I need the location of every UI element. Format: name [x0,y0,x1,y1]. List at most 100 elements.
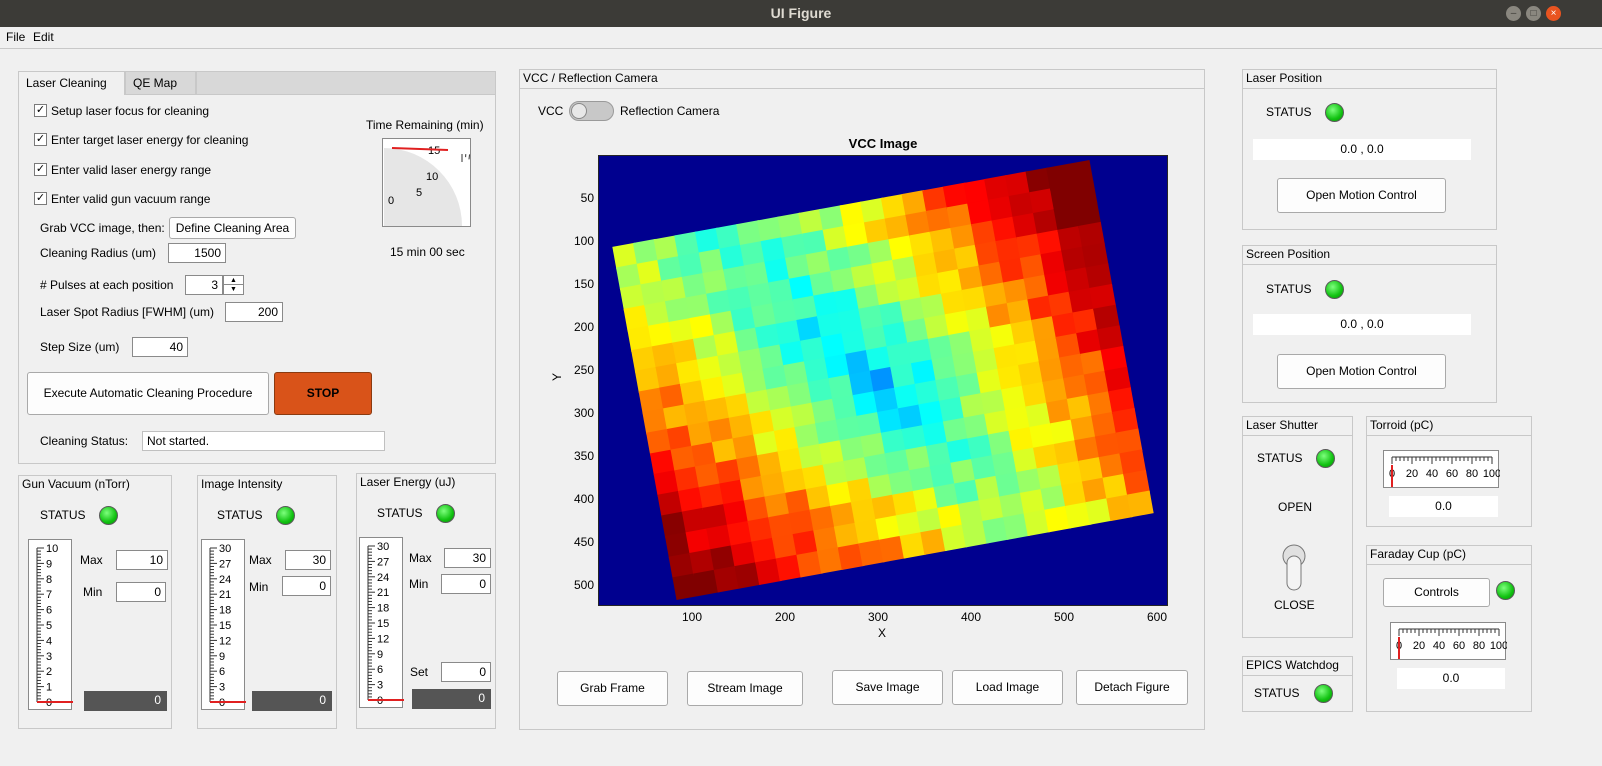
step-size-label: Step Size (um) [40,340,120,354]
camera-toggle-switch[interactable] [569,101,614,121]
panel-title-divider [1242,675,1353,676]
heatmap-cell [895,511,923,538]
stop-button[interactable]: STOP [274,372,372,415]
maximize-icon[interactable]: □ [1526,6,1541,21]
stream-image-button[interactable]: Stream Image [687,671,803,706]
laser-energy-min-input[interactable]: 0 [441,574,491,594]
menu-file[interactable]: File [6,30,26,44]
gauge-tick-label: 20 [1413,640,1425,652]
spinner-down-icon[interactable]: ▼ [230,286,237,293]
checkbox-gun-vacuum[interactable]: ✓ [34,192,47,205]
close-icon[interactable]: × [1546,6,1561,21]
status-lamp [1316,449,1335,468]
heatmap-cell [1063,374,1090,401]
laser-open-motion-control-button[interactable]: Open Motion Control [1277,178,1446,213]
toggle-knob[interactable] [571,103,587,119]
heatmap-cell [730,306,758,334]
spinner-up-icon[interactable]: ▲ [224,276,243,285]
laser-position-readout: 0.0 , 0.0 [1253,139,1471,160]
min-label: Min [249,580,269,594]
laser-energy-max-input[interactable]: 30 [444,548,491,568]
pulses-spinner[interactable]: ▲ ▼ [223,275,244,295]
screen-position-readout: 0.0 , 0.0 [1253,314,1471,335]
heatmap-cell [860,432,887,460]
heatmap-cell [771,299,799,326]
heatmap-cell [661,276,688,304]
heatmap-cell [779,340,807,368]
heatmap-cell [1008,426,1036,454]
heatmap-cell [820,332,848,360]
step-size-input[interactable]: 40 [132,337,188,357]
heatmap-cell [984,175,1011,202]
menu-edit[interactable]: Edit [33,30,54,44]
heatmap-cell [728,413,756,441]
heatmap-cell [929,227,957,255]
heatmap-cell [663,404,690,431]
heatmap-cell [916,272,944,300]
heatmap-cell [1123,469,1150,497]
checkbox-energy-range[interactable]: ✓ [34,163,47,176]
faraday-controls-button[interactable]: Controls [1383,578,1490,607]
heatmap-cell [963,413,991,441]
detach-figure-button[interactable]: Detach Figure [1076,670,1188,705]
gun-vacuum-min-input[interactable]: 0 [116,582,166,602]
heatmap-cell [1066,394,1094,422]
minimize-icon[interactable]: – [1506,6,1521,21]
tab-laser-cleaning[interactable]: Laser Cleaning [18,71,125,95]
menu-bar: File Edit [0,27,1602,49]
heatmap-cell [655,362,683,390]
heatmap-cell [1093,304,1120,332]
status-label: STATUS [377,506,423,520]
heatmap-cell [967,199,994,227]
status-lamp [1314,684,1333,703]
heatmap-cell [892,255,919,283]
load-image-button[interactable]: Load Image [952,670,1063,705]
y-tick-label: 150 [573,277,594,291]
shutter-toggle-switch[interactable] [1280,544,1308,594]
image-intensity-max-input[interactable]: 30 [285,550,331,570]
define-cleaning-area-button[interactable]: Define Cleaning Area [169,217,296,239]
heatmap-cell [702,269,730,296]
heatmap-cell [678,252,705,279]
gauge-tick [468,154,471,160]
shutter-close-label: CLOSE [1274,598,1315,612]
spot-radius-input[interactable]: 200 [225,302,283,322]
save-image-button[interactable]: Save Image [832,670,943,705]
heatmap-cell [1070,415,1098,443]
pulses-spinner-input[interactable]: 3 [185,275,223,295]
heatmap-cell [702,503,730,531]
panel-title: Gun Vacuum (nTorr) [22,477,130,491]
heatmap-cell [1040,484,1068,512]
panel-title: Screen Position [1246,247,1331,261]
grab-frame-button[interactable]: Grab Frame [557,671,668,706]
checkbox-laser-focus[interactable]: ✓ [34,104,47,117]
heatmap-cell [888,235,916,262]
gauge-tick-label: 24 [377,572,389,584]
heatmap-cell [802,229,829,257]
toggle-lever-icon[interactable] [1286,555,1302,591]
screen-open-motion-control-button[interactable]: Open Motion Control [1277,354,1446,389]
cleaning-radius-input[interactable]: 1500 [168,243,226,263]
heatmap-cell [1018,360,1045,388]
gun-vacuum-max-input[interactable]: 10 [116,550,168,570]
vcc-image-axes[interactable] [598,155,1168,606]
heatmap-cell [734,562,762,589]
heatmap-cell [1066,160,1094,187]
heatmap-cell [971,454,998,482]
execute-cleaning-button[interactable]: Execute Automatic Cleaning Procedure [27,372,269,415]
gauge-tick-label: 30 [219,543,231,555]
tab-qe-map[interactable]: QE Map [125,71,196,95]
heatmap-cell [824,353,852,381]
panel-title-divider [1366,564,1532,565]
heatmap-cell [768,278,795,306]
checkbox-target-energy[interactable]: ✓ [34,133,47,146]
gauge-tick-label: 9 [377,649,383,661]
heatmap-cell [937,503,964,531]
laser-energy-set-input[interactable]: 0 [441,662,491,682]
image-intensity-min-input[interactable]: 0 [282,576,331,596]
heatmap-cell [905,210,933,238]
heatmap-cell [719,244,747,272]
heatmap-cell [972,347,1000,375]
heatmap-cell [749,409,777,437]
heatmap-cell [661,511,688,539]
